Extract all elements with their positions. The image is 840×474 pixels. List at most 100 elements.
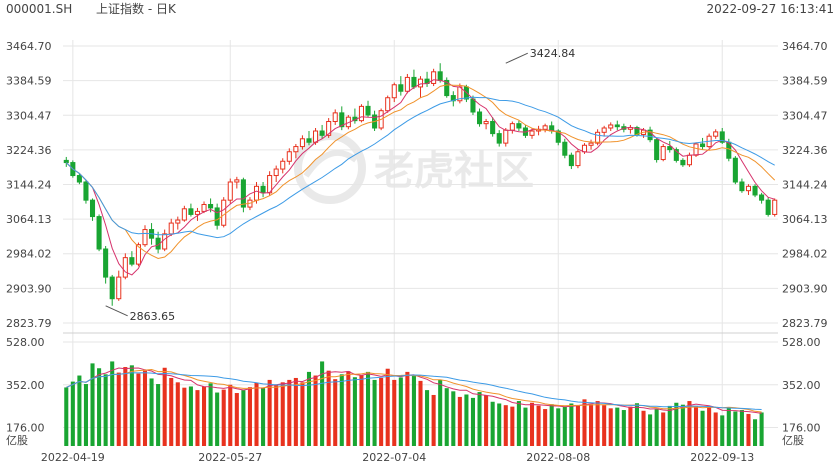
price-y-tick-right: 3224.36 (782, 144, 828, 157)
volume-bar-up (661, 412, 666, 446)
candle (739, 178, 745, 193)
candle (608, 122, 614, 132)
candle-body-down (214, 207, 220, 226)
volume-bar-down (339, 374, 344, 446)
volume-bar-down (103, 374, 108, 446)
watermark-logo-swirl-icon (303, 149, 358, 178)
volume-bar-up (175, 382, 180, 446)
candle-body-down (647, 129, 653, 141)
volume-bar-up (589, 404, 594, 446)
candle (680, 158, 686, 167)
candle-body-up (299, 138, 305, 148)
candle (673, 147, 679, 163)
candle (122, 253, 128, 280)
candle-body-down (76, 175, 82, 183)
volume-bar-up (431, 394, 436, 446)
volume-bar-down (149, 378, 154, 446)
candle-body-up (168, 222, 174, 235)
candle-body-up (595, 131, 601, 144)
volume-bar-down (398, 377, 403, 446)
volume-bar-up (247, 387, 252, 446)
volume-bar-down (438, 379, 443, 446)
volume-bar-down (739, 410, 744, 446)
volume-bar-up (510, 406, 515, 446)
candle-body-up (529, 130, 535, 136)
candle (444, 77, 450, 98)
volume-bar-up (608, 408, 613, 446)
volume-bar-down (365, 371, 371, 446)
volume-bar-up (385, 368, 390, 446)
candle (385, 95, 391, 113)
volume-bar-up (379, 377, 384, 446)
candle-body-down (109, 276, 115, 300)
candle-body-down (470, 98, 476, 113)
candle (660, 143, 666, 162)
volume-bar-up (392, 379, 397, 446)
volume-y-tick-right: 528.00 (782, 336, 821, 349)
volume-bar-up (182, 387, 187, 446)
candle (713, 129, 719, 139)
price-y-tick-left: 2823.79 (6, 317, 52, 330)
volume-bar-up (536, 405, 541, 446)
index-name-label: 上证指数 - 日K (96, 1, 177, 16)
candle-body-down (444, 79, 450, 97)
price-ma-line-5 (65, 79, 775, 276)
candle-body-up (286, 151, 292, 162)
candle (332, 109, 338, 125)
volume-bar-down (477, 392, 482, 446)
candle-body-down (437, 71, 443, 81)
candle-body-up (326, 121, 332, 136)
volume-bar-down (556, 408, 561, 446)
candle (339, 106, 345, 131)
candle-body-up (608, 124, 614, 129)
candle-body-down (103, 248, 109, 278)
volume-bar-down (451, 391, 456, 446)
volume-bar-up (221, 389, 226, 446)
volume-bar-down (753, 419, 758, 446)
volume-bar-down (726, 407, 731, 446)
volume-bar-down (464, 394, 469, 446)
volume-bar-down (634, 403, 640, 446)
volume-bar-down (674, 402, 679, 446)
volume-bar-up (326, 370, 331, 446)
volume-bar-down (516, 401, 521, 446)
volume-bar-up (641, 410, 646, 446)
candle (221, 197, 227, 228)
price-y-tick-left: 2984.02 (6, 248, 52, 261)
volume-bar-down (700, 410, 705, 446)
volume-bar-down (470, 397, 476, 446)
price-y-tick-right: 3464.70 (782, 40, 828, 53)
volume-bar-up (162, 367, 167, 446)
candle-body-down (129, 257, 135, 265)
price-y-tick-left: 2903.90 (6, 282, 52, 295)
price-y-tick-right: 2903.90 (782, 282, 828, 295)
volume-bar-up (575, 405, 580, 446)
volume-bar-up (405, 371, 410, 446)
candle (759, 192, 765, 204)
volume-bar-up (359, 375, 364, 446)
volume-bar-down (497, 403, 502, 446)
candle (116, 270, 122, 301)
candle (483, 118, 489, 130)
volume-bar-up (602, 405, 607, 446)
candle (299, 135, 305, 150)
candle-body-up (693, 143, 699, 156)
volume-bar-down (97, 368, 102, 446)
candle-body-down (306, 138, 312, 143)
candle (437, 63, 443, 83)
candle-body-up (175, 219, 181, 224)
candle (404, 73, 410, 94)
price-y-tick-right: 3384.59 (782, 75, 828, 88)
candle (516, 120, 522, 132)
candle-body-down (365, 105, 371, 116)
price-y-tick-left: 3464.70 (6, 40, 52, 53)
volume-bar-down (523, 407, 528, 446)
candle-body-up (391, 84, 397, 99)
volume-bar-down (156, 384, 161, 446)
candle (194, 207, 201, 221)
candle-body-up (772, 199, 778, 215)
candle (181, 205, 187, 222)
candle (477, 108, 483, 127)
volume-bar-up (195, 390, 200, 446)
candle-body-up (162, 233, 168, 250)
